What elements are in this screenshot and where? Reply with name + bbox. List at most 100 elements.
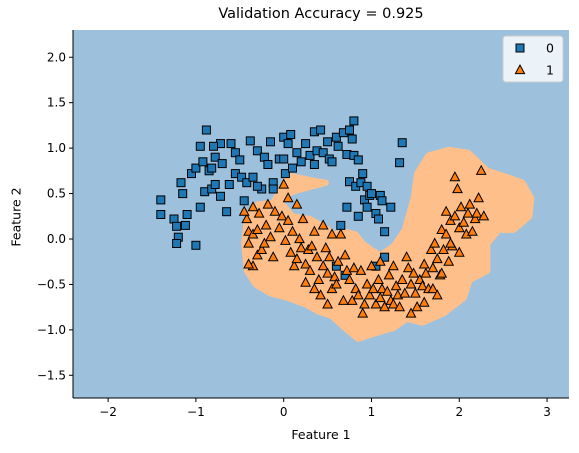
class-0-point: [239, 196, 249, 206]
class-1-point: [449, 210, 461, 221]
class-1-point: [405, 278, 417, 289]
class-1-point: [466, 225, 478, 236]
class-1-point: [267, 251, 279, 262]
class-0-point: [207, 163, 217, 173]
class-1-point: [357, 307, 369, 318]
class-1-point: [379, 301, 391, 312]
class-1-point: [418, 296, 430, 307]
class-1-point: [315, 289, 327, 300]
class-0-point: [266, 137, 275, 147]
class-0-point: [156, 195, 166, 205]
class-1-point: [452, 182, 463, 194]
class-1-point: [256, 243, 268, 254]
class-1-point: [394, 301, 406, 312]
class-0-point: [380, 227, 390, 237]
class-1-point: [317, 260, 329, 271]
class-0-point: [235, 155, 245, 165]
class-1-point: [335, 228, 347, 239]
class-0-point: [210, 152, 220, 162]
class-1-point: [297, 212, 309, 224]
class-1-point: [387, 298, 399, 309]
y-tick-label: 1.0: [47, 141, 66, 155]
class-0-point: [323, 137, 333, 147]
class-1-point: [330, 278, 342, 289]
class-1-point: [408, 267, 420, 278]
class-0-point: [216, 191, 225, 201]
class-1-point: [273, 222, 285, 233]
legend-label-0: 0: [546, 41, 554, 56]
class-0-point: [172, 221, 182, 231]
y-tick-label: 2.0: [47, 50, 66, 64]
class-0-point: [224, 180, 234, 189]
class-1-point: [320, 242, 332, 253]
class-0-point: [358, 169, 368, 179]
class-0-point: [201, 125, 211, 135]
class-0-point: [333, 141, 343, 151]
class-0-point: [242, 178, 252, 188]
class-1-point: [402, 262, 414, 273]
class-0-point: [263, 160, 273, 169]
class-1-point: [374, 291, 386, 303]
class-0-point: [386, 202, 396, 212]
class-0-point: [309, 160, 319, 169]
class-1-point: [341, 264, 353, 275]
class-1-point: [323, 251, 335, 262]
class-1-point: [431, 252, 443, 264]
class-0-point: [198, 157, 208, 167]
class-1-point: [278, 178, 290, 189]
class-1-point: [374, 255, 386, 266]
x-tick-label: −1: [187, 405, 205, 419]
class-1-point: [287, 225, 298, 236]
class-1-point: [258, 237, 270, 248]
class-0-point: [353, 211, 363, 221]
class-0-point: [209, 141, 218, 151]
class-1-point: [337, 294, 349, 305]
class-1-point: [475, 164, 487, 175]
class-0-point: [336, 220, 346, 230]
class-1-point: [326, 228, 338, 239]
class-1-point: [308, 282, 320, 294]
x-tick-label: 0: [280, 405, 288, 419]
class-1-point: [453, 246, 465, 257]
class-1-point: [366, 260, 377, 271]
class-1-point: [453, 222, 465, 233]
class-0-point: [279, 154, 289, 164]
class-1-point: [300, 276, 312, 287]
class-1-point: [332, 255, 344, 266]
class-1-point: [364, 289, 376, 300]
x-tick-label: 3: [543, 405, 551, 419]
class-0-point: [245, 136, 255, 146]
class-0-point: [182, 210, 192, 219]
class-1-point: [440, 205, 452, 216]
class-1-point: [243, 237, 255, 248]
class-0-point: [362, 202, 372, 212]
legend-box: [502, 35, 564, 83]
class-0-point: [327, 157, 337, 167]
class-1-point: [339, 249, 351, 260]
class-1-point: [427, 282, 439, 294]
x-axis-label: Feature 1: [291, 427, 351, 442]
class-0-point: [377, 196, 387, 206]
class-1-point: [308, 225, 320, 236]
class-0-point: [217, 159, 227, 169]
class-1-point: [238, 205, 250, 216]
class-1-point: [373, 273, 384, 284]
class-1-point: [370, 298, 382, 309]
class-1-point: [405, 307, 417, 318]
class-1-point: [311, 251, 323, 262]
class-0-point: [252, 146, 262, 156]
class-1-point: [260, 219, 272, 230]
class-1-point: [473, 192, 485, 203]
class-1-point: [478, 210, 490, 221]
class-1-point: [431, 289, 443, 300]
class-1-point: [317, 219, 329, 230]
class-1-point: [438, 243, 449, 254]
class-1-point: [295, 242, 307, 253]
legend-label-1: 1: [546, 63, 554, 78]
legend-marker-0: [515, 43, 525, 53]
class-0-point: [374, 214, 383, 224]
class-1-point: [464, 198, 476, 209]
class-1-point: [346, 294, 358, 305]
legend: 01: [502, 35, 564, 83]
y-tick-label: 0.5: [47, 187, 66, 201]
